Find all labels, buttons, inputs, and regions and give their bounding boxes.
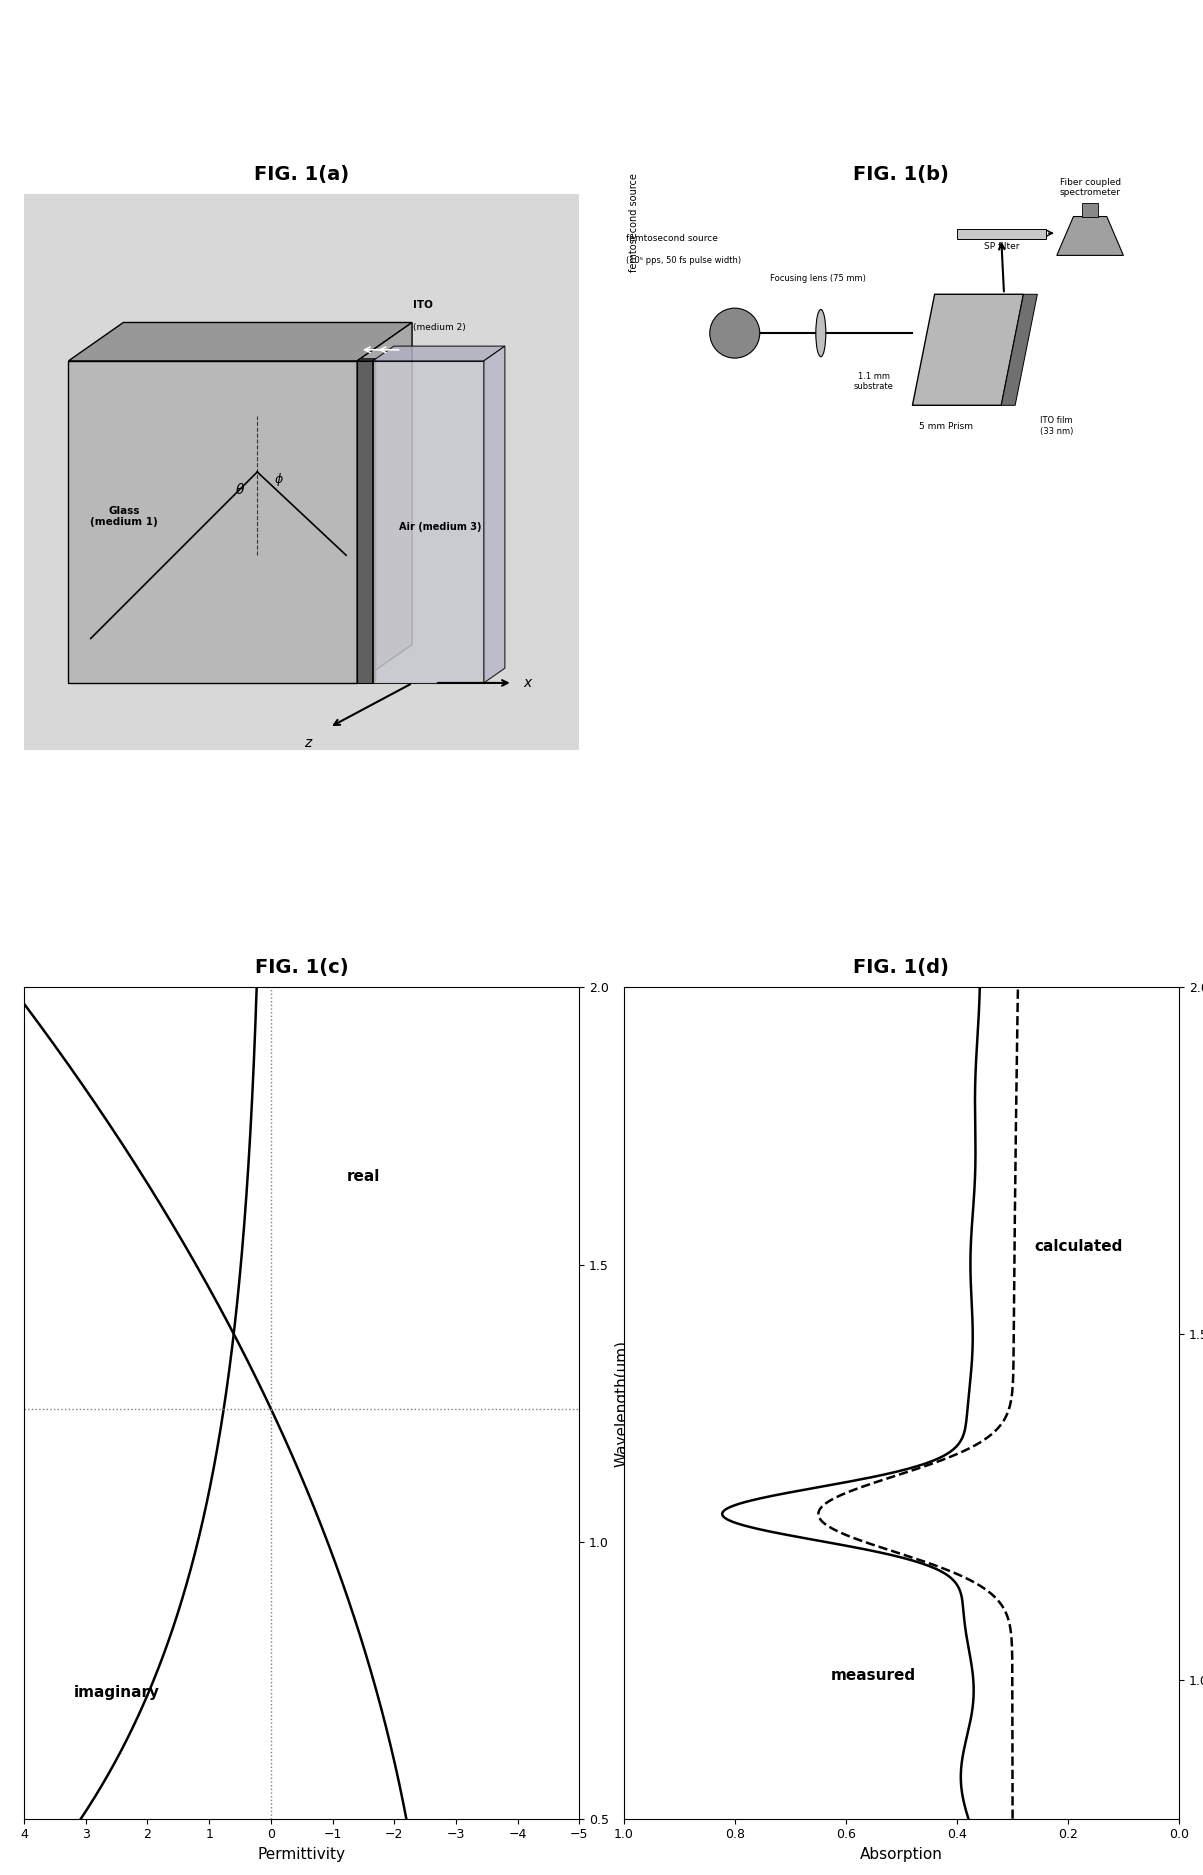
Text: SP filter: SP filter: [984, 242, 1019, 251]
Text: (medium 2): (medium 2): [413, 322, 466, 332]
Text: imaginary: imaginary: [73, 1686, 160, 1701]
Y-axis label: Wavelength(μm): Wavelength(μm): [615, 1339, 629, 1466]
Title: FIG. 1(d): FIG. 1(d): [853, 958, 949, 977]
X-axis label: Absorption: Absorption: [860, 1847, 943, 1862]
Polygon shape: [484, 347, 505, 682]
Text: z: z: [303, 735, 310, 750]
Polygon shape: [357, 358, 375, 360]
Text: (10⁵ pps, 50 fs pulse width): (10⁵ pps, 50 fs pulse width): [627, 257, 741, 266]
Text: Glass
(medium 1): Glass (medium 1): [90, 506, 158, 527]
Title: FIG. 1(a): FIG. 1(a): [254, 165, 349, 184]
Text: femtosecond source: femtosecond source: [629, 172, 639, 272]
Polygon shape: [373, 360, 484, 682]
Polygon shape: [373, 347, 505, 360]
Text: $\phi$: $\phi$: [274, 471, 284, 488]
Polygon shape: [69, 360, 357, 682]
Polygon shape: [1081, 202, 1098, 216]
Text: femtosecond source: femtosecond source: [627, 234, 718, 244]
X-axis label: Permittivity: Permittivity: [257, 1847, 345, 1862]
Circle shape: [710, 308, 760, 358]
Polygon shape: [357, 322, 413, 682]
Polygon shape: [69, 322, 413, 360]
Polygon shape: [24, 195, 580, 750]
Polygon shape: [357, 360, 373, 682]
Text: Focusing lens (75 mm): Focusing lens (75 mm): [770, 274, 866, 283]
Text: $\theta$: $\theta$: [235, 482, 245, 497]
Text: 5 mm Prism: 5 mm Prism: [919, 422, 973, 431]
Text: ITO: ITO: [413, 300, 433, 311]
Text: Air (medium 3): Air (medium 3): [399, 523, 481, 532]
Text: real: real: [346, 1170, 380, 1185]
Ellipse shape: [816, 309, 825, 356]
Title: FIG. 1(c): FIG. 1(c): [255, 958, 349, 977]
Text: x: x: [523, 675, 532, 690]
Bar: [956, 229, 1045, 238]
Text: measured: measured: [831, 1669, 917, 1684]
Polygon shape: [1056, 216, 1124, 255]
Text: 1.1 mm
substrate: 1.1 mm substrate: [854, 371, 894, 392]
Title: FIG. 1(b): FIG. 1(b): [853, 165, 949, 184]
Text: Fiber coupled
spectrometer: Fiber coupled spectrometer: [1060, 178, 1121, 197]
Text: calculated: calculated: [1035, 1239, 1124, 1254]
Text: ITO film
(33 nm): ITO film (33 nm): [1041, 416, 1073, 435]
Polygon shape: [373, 358, 375, 682]
Polygon shape: [912, 294, 1024, 405]
Polygon shape: [1001, 294, 1037, 405]
